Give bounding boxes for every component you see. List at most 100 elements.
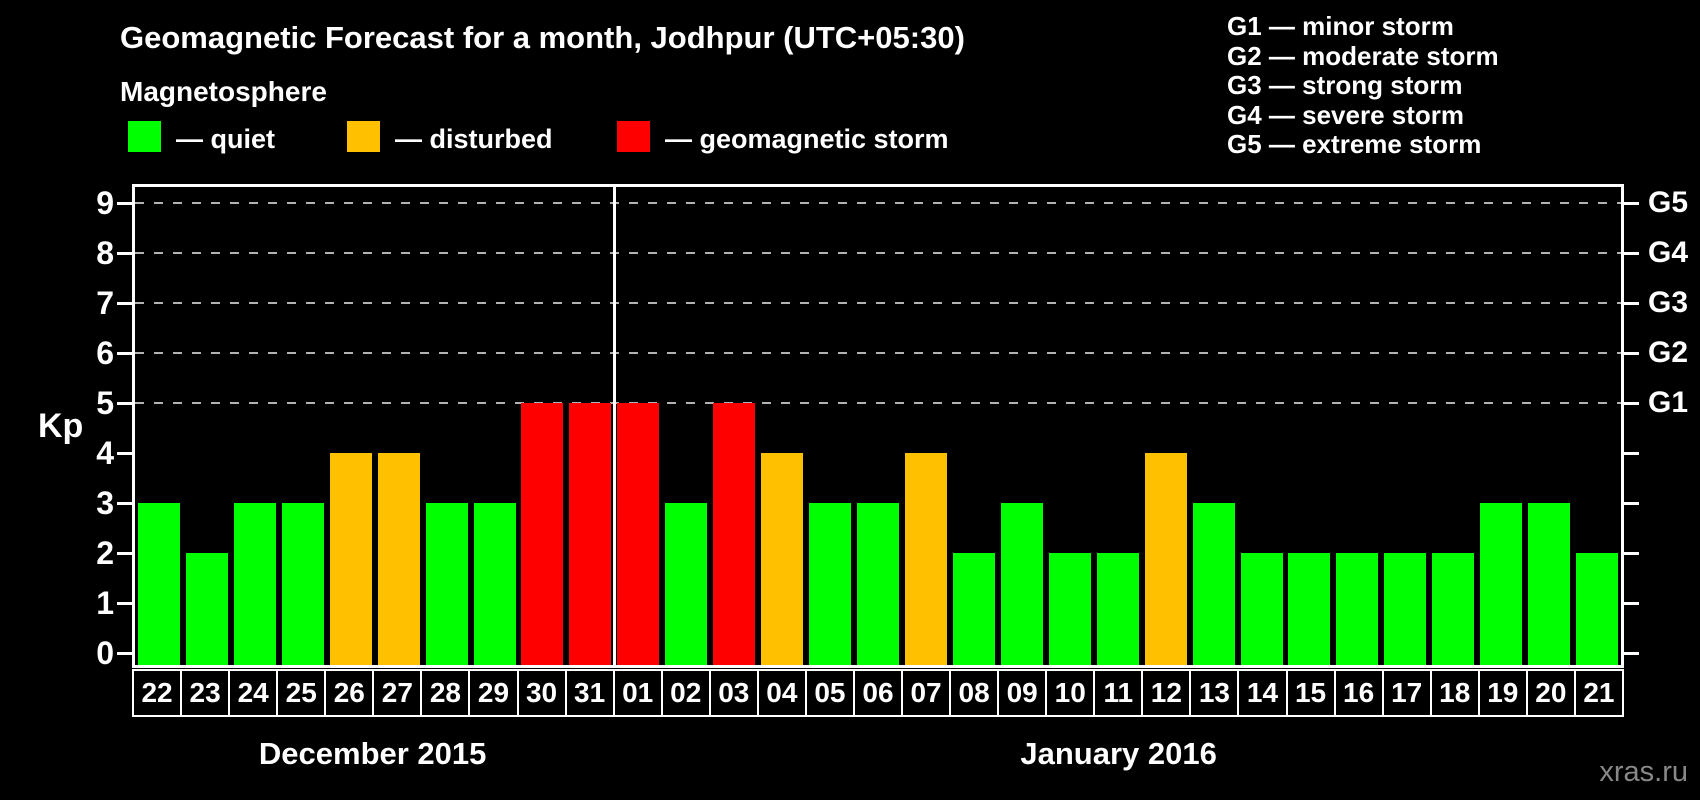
y-axis-tick-8 — [117, 252, 132, 255]
month-separator-line — [612, 187, 616, 665]
legend-swatch-disturbed — [347, 121, 380, 152]
bar-day-10 — [1048, 553, 1091, 665]
day-cell-07: 07 — [901, 669, 952, 717]
y-axis-tick-5 — [117, 402, 132, 405]
right-axis-tick-7 — [1624, 302, 1639, 305]
legend-swatch-quiet — [128, 121, 161, 152]
day-cell-22: 22 — [132, 669, 183, 717]
day-cell-14: 14 — [1237, 669, 1288, 717]
day-cell-25: 25 — [276, 669, 327, 717]
bar-day-25 — [281, 503, 324, 665]
bar-day-11 — [1096, 553, 1139, 665]
bar-day-21 — [1576, 553, 1619, 665]
g-axis-label-g1: G1 — [1648, 386, 1689, 419]
bar-day-27 — [377, 453, 420, 665]
day-cell-23: 23 — [180, 669, 231, 717]
right-axis-tick-8 — [1624, 252, 1639, 255]
day-cell-29: 29 — [468, 669, 519, 717]
day-cell-17: 17 — [1381, 669, 1432, 717]
y-axis-tick-4 — [117, 452, 132, 455]
bar-day-30 — [521, 403, 564, 665]
bar-day-26 — [329, 453, 372, 665]
bar-day-20 — [1528, 503, 1571, 665]
day-cell-18: 18 — [1429, 669, 1480, 717]
y-axis-label-4: 4 — [96, 435, 114, 471]
bar-day-07 — [904, 453, 947, 665]
y-axis-label-1: 1 — [96, 585, 114, 621]
bar-day-05 — [809, 503, 852, 665]
bar-day-24 — [233, 503, 276, 665]
legend-label-disturbed: — disturbed — [395, 124, 553, 154]
right-axis-tick-3 — [1624, 502, 1639, 505]
g-legend-line-g5: G5 — extreme storm — [1227, 129, 1482, 159]
plot-area — [132, 184, 1624, 668]
bar-day-09 — [1000, 503, 1043, 665]
day-cell-20: 20 — [1525, 669, 1576, 717]
gridline-kp7 — [135, 302, 1621, 304]
legend-label-storm: — geomagnetic storm — [665, 124, 949, 154]
right-axis-tick-4 — [1624, 452, 1639, 455]
right-axis-tick-5 — [1624, 402, 1639, 405]
day-cell-05: 05 — [804, 669, 855, 717]
gridline-kp9 — [135, 202, 1621, 204]
day-cell-28: 28 — [420, 669, 471, 717]
y-axis-tick-3 — [117, 502, 132, 505]
day-cell-04: 04 — [756, 669, 807, 717]
bar-day-22 — [138, 503, 180, 665]
bar-day-28 — [425, 503, 468, 665]
bar-day-18 — [1432, 553, 1475, 665]
legend-label-quiet: — quiet — [176, 124, 275, 154]
bar-day-04 — [761, 453, 804, 665]
day-cell-21: 21 — [1573, 669, 1624, 717]
bar-day-12 — [1144, 453, 1187, 665]
g-axis-label-g3: G3 — [1648, 286, 1689, 319]
bar-day-02 — [665, 503, 708, 665]
bar-day-01 — [617, 403, 660, 665]
y-axis-tick-2 — [117, 552, 132, 555]
legend-swatch-storm — [617, 121, 650, 152]
month-label-december-2015: December 2015 — [258, 736, 487, 771]
g-axis-label-g4: G4 — [1648, 236, 1689, 269]
watermark: xras.ru — [1599, 756, 1688, 788]
day-cell-10: 10 — [1045, 669, 1096, 717]
day-cell-24: 24 — [228, 669, 279, 717]
bar-day-17 — [1384, 553, 1427, 665]
bar-day-13 — [1192, 503, 1235, 665]
day-cell-09: 09 — [997, 669, 1048, 717]
bar-day-15 — [1288, 553, 1331, 665]
y-axis-label-0: 0 — [96, 635, 114, 671]
bar-day-08 — [952, 553, 995, 665]
bar-day-19 — [1480, 503, 1523, 665]
y-axis-label-9: 9 — [96, 185, 114, 221]
gridline-kp6 — [135, 352, 1621, 354]
day-cell-26: 26 — [324, 669, 375, 717]
day-cell-08: 08 — [949, 669, 1000, 717]
y-axis-label-6: 6 — [96, 335, 114, 371]
day-cell-27: 27 — [372, 669, 423, 717]
y-axis-label-5: 5 — [96, 385, 114, 421]
day-cell-06: 06 — [852, 669, 903, 717]
day-cell-01: 01 — [612, 669, 663, 717]
chart-subtitle: Magnetosphere — [120, 76, 327, 107]
bar-day-29 — [473, 503, 516, 665]
month-label-january-2016: January 2016 — [1020, 736, 1217, 771]
y-axis-tick-1 — [117, 602, 132, 605]
y-axis-title: Kp — [38, 407, 84, 445]
y-axis-tick-6 — [117, 352, 132, 355]
day-axis-row: 22 23 24 25 26 27 28 29 30 31 01 02 03 04 05 06 07 08 09 10… — [132, 669, 1624, 717]
day-cell-15: 15 — [1285, 669, 1336, 717]
y-axis-tick-0 — [117, 652, 132, 655]
g-legend-line-g1: G1 — minor storm — [1227, 11, 1454, 41]
bar-day-16 — [1336, 553, 1379, 665]
g-scale-legend: G1 — minor storm G2 — moderate storm G3 … — [1227, 11, 1499, 160]
day-cell-03: 03 — [708, 669, 759, 717]
y-axis-label-2: 2 — [96, 535, 114, 571]
right-axis-tick-9 — [1624, 202, 1639, 205]
y-axis-label-8: 8 — [96, 235, 114, 271]
day-cell-11: 11 — [1093, 669, 1144, 717]
right-axis-tick-6 — [1624, 352, 1639, 355]
right-axis-tick-0 — [1624, 652, 1639, 655]
y-axis-label-7: 7 — [96, 285, 114, 321]
day-cell-19: 19 — [1477, 669, 1528, 717]
